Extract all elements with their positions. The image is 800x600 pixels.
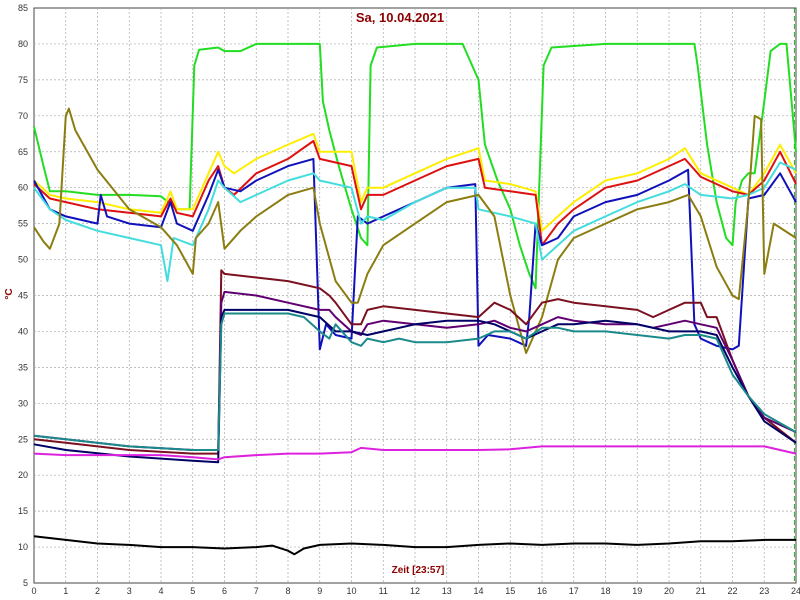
series-line-11	[33, 445, 797, 461]
series-line-12	[33, 535, 796, 556]
x-tick-label: 16	[537, 586, 547, 596]
x-tick-labels: 0 1 2 3 4 5 6 7 8 9 10 11 12 13 14 15 16 17 18 19 20 21 22 23 24	[31, 586, 800, 596]
y-tick-label: 30	[18, 398, 28, 408]
y-tick-label: 5	[23, 578, 28, 588]
y-tick-label: 65	[18, 147, 28, 157]
y-tick-label: 55	[18, 219, 28, 229]
x-tick-label: 9	[317, 586, 322, 596]
series-line-2	[33, 132, 797, 232]
y-tick-label: 60	[18, 183, 28, 193]
x-tick-label: 1	[63, 586, 68, 596]
series-line-5	[33, 161, 797, 283]
series-line-3	[33, 140, 797, 247]
x-tick-label: 13	[442, 586, 452, 596]
x-tick-label: 22	[727, 586, 737, 596]
series-line-7	[33, 269, 797, 455]
x-tick-label: 4	[158, 586, 163, 596]
series-line-8	[33, 290, 797, 451]
y-tick-label: 35	[18, 362, 28, 372]
x-tick-label: 0	[31, 586, 36, 596]
y-axis-label: °C	[4, 288, 15, 299]
x-tick-label: 14	[473, 586, 483, 596]
x-tick-label: 18	[600, 586, 610, 596]
y-tick-label: 50	[18, 255, 28, 265]
y-tick-label: 85	[18, 3, 28, 13]
y-tick-label: 40	[18, 326, 28, 336]
x-tick-label: 20	[664, 586, 674, 596]
y-tick-label: 15	[18, 506, 28, 516]
x-tick-label: 15	[505, 586, 515, 596]
x-tick-label: 17	[569, 586, 579, 596]
x-tick-label: 24	[791, 586, 800, 596]
x-tick-label: 19	[632, 586, 642, 596]
series-line-6	[33, 107, 797, 354]
x-axis-label: Zeit [23:57]	[392, 565, 445, 576]
x-tick-label: 21	[696, 586, 706, 596]
y-tick-label: 80	[18, 39, 28, 49]
x-tick-label: 2	[95, 586, 100, 596]
x-tick-label: 5	[190, 586, 195, 596]
series-line-4	[33, 157, 797, 351]
series-layer	[33, 42, 797, 556]
y-tick-label: 25	[18, 434, 28, 444]
series-line-10	[33, 312, 797, 451]
x-tick-label: 7	[254, 586, 259, 596]
y-tick-label: 10	[18, 542, 28, 552]
chart-title: Sa, 10.04.2021	[356, 10, 444, 25]
y-tick-label: 75	[18, 75, 28, 85]
series-line-1	[33, 42, 797, 290]
series-line-9	[33, 308, 797, 464]
x-tick-label: 23	[759, 586, 769, 596]
x-tick-label: 6	[222, 586, 227, 596]
y-tick-label: 20	[18, 470, 28, 480]
x-tick-label: 11	[379, 586, 388, 596]
x-tick-label: 12	[410, 586, 420, 596]
y-tick-labels: 5 10 15 20 25 30 35 40 45 50 55 60 65 70 75 80 85	[18, 3, 28, 588]
x-tick-label: 3	[127, 586, 132, 596]
x-tick-label: 10	[346, 586, 356, 596]
x-tick-label: 8	[285, 586, 290, 596]
y-tick-label: 70	[18, 111, 28, 121]
y-tick-label: 45	[18, 291, 28, 301]
